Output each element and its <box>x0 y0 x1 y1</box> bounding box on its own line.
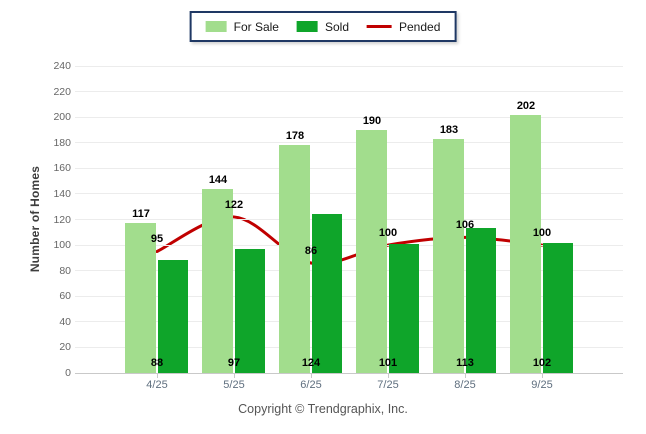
bar-for-sale <box>125 223 156 373</box>
plot-area: 117 88 95 144 97 122 178 124 86 190 101 100 183 113 10… <box>75 65 623 374</box>
pended-value-label: 86 <box>304 245 318 257</box>
bar-sold <box>466 228 496 373</box>
y-tick-label: 220 <box>53 85 71 98</box>
gridline <box>75 321 623 323</box>
x-axis-tick <box>465 374 466 378</box>
sold-value-label: 124 <box>301 357 321 369</box>
sold-value-label: 113 <box>456 357 474 369</box>
bar-sold <box>312 214 342 373</box>
bar-for-sale <box>279 145 310 373</box>
gridline <box>75 167 623 169</box>
for-sale-value-label: 190 <box>362 114 382 127</box>
for-sale-value-label: 144 <box>208 173 228 186</box>
pended-value-label: 106 <box>455 219 475 232</box>
bar-sold <box>235 248 265 373</box>
y-tick-label: 200 <box>53 111 71 124</box>
pended-value-label: 100 <box>532 227 552 240</box>
pended-value-label: 95 <box>150 233 164 246</box>
for-sale-swatch-icon <box>205 21 227 32</box>
y-tick-label: 120 <box>53 213 71 226</box>
bar-sold <box>543 242 573 373</box>
gridline <box>75 142 623 144</box>
legend: For Sale Sold Pended <box>189 11 457 42</box>
legend-label-pended: Pended <box>399 19 441 34</box>
gridline <box>75 219 623 220</box>
for-sale-value-label: 178 <box>285 130 305 143</box>
x-tick-label: 5/25 <box>223 379 245 391</box>
x-axis-tick <box>311 374 312 378</box>
bar-for-sale <box>433 138 464 373</box>
for-sale-value-label: 117 <box>132 208 150 221</box>
y-tick-label: 180 <box>53 136 71 149</box>
sold-value-label: 102 <box>532 357 552 369</box>
y-tick-label: 20 <box>59 341 71 354</box>
bar-sold <box>158 260 188 373</box>
pended-value-label: 122 <box>224 198 244 211</box>
sold-value-label: 101 <box>378 357 398 369</box>
bar-for-sale <box>510 114 541 373</box>
y-tick-label: 40 <box>59 315 71 328</box>
legend-item-sold: Sold <box>296 19 350 34</box>
y-axis-title: Number of Homes <box>28 165 42 273</box>
x-axis-tick <box>388 374 389 378</box>
x-axis-tick <box>234 374 235 378</box>
y-tick-label: 140 <box>53 187 71 200</box>
x-tick-label: 7/25 <box>377 379 399 391</box>
x-tick-label: 8/25 <box>454 379 476 391</box>
gridline <box>75 193 623 195</box>
x-tick-label: 4/25 <box>146 379 168 391</box>
x-tick-label: 6/25 <box>300 379 322 391</box>
y-tick-label: 100 <box>53 239 71 252</box>
gridline <box>75 244 623 246</box>
legend-label-sold: Sold <box>324 19 350 34</box>
y-tick-label: 160 <box>53 162 71 175</box>
gridline <box>75 116 623 118</box>
y-tick-label: 80 <box>59 264 71 277</box>
gridline <box>75 346 623 348</box>
pended-value-label: 100 <box>378 227 398 240</box>
gridline <box>75 295 623 297</box>
sold-swatch-icon <box>296 21 318 32</box>
gridline <box>75 65 623 67</box>
x-axis-tick <box>157 374 158 378</box>
bar-for-sale <box>356 129 387 373</box>
pended-line-swatch-icon <box>367 25 393 28</box>
for-sale-value-label: 183 <box>439 123 459 136</box>
legend-item-for-sale: For Sale <box>205 19 279 34</box>
legend-label-for-sale: For Sale <box>233 19 279 34</box>
y-tick-label: 0 <box>65 367 71 379</box>
y-tick-label: 240 <box>53 60 71 72</box>
sold-value-label: 88 <box>150 357 164 369</box>
gridline <box>75 91 623 93</box>
legend-item-pended: Pended <box>367 20 440 34</box>
x-tick-label: 9/25 <box>531 379 553 391</box>
gridline <box>75 270 623 272</box>
sold-value-label: 97 <box>227 357 241 369</box>
bar-sold <box>389 243 419 373</box>
copyright-text: Copyright © Trendgraphix, Inc. <box>238 402 408 416</box>
for-sale-value-label: 202 <box>516 99 536 112</box>
x-axis-tick <box>542 374 543 378</box>
y-tick-label: 60 <box>59 290 71 303</box>
bar-for-sale <box>202 188 233 373</box>
